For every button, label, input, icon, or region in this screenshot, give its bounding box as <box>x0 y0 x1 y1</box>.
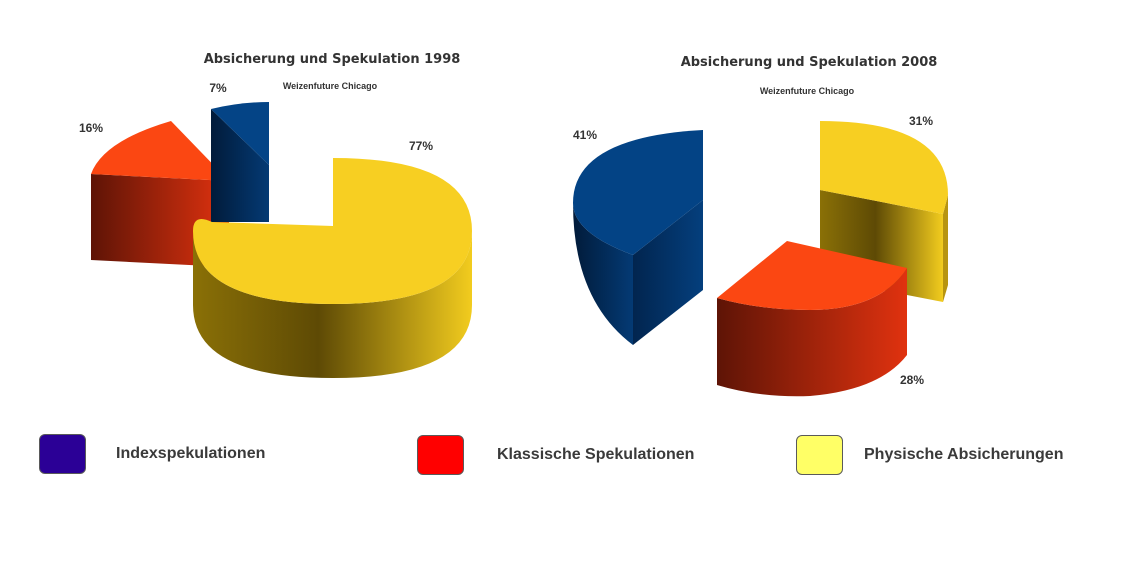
slice-1998-index-front <box>211 109 269 222</box>
chart-2008: Absicherung und Spekulation 2008 Weizenf… <box>573 55 948 397</box>
slice-2008-index-side <box>573 203 633 345</box>
label-2008-klassische: 28% <box>900 373 924 387</box>
chart-2008-subtitle: Weizenfuture Chicago <box>760 86 855 96</box>
slice-2008-physische-side <box>943 195 948 302</box>
slice-1998-index-top <box>211 102 269 165</box>
slice-2008-klassische <box>717 241 907 397</box>
slice-1998-index <box>211 102 269 222</box>
label-1998-physische: 77% <box>409 139 433 153</box>
slice-2008-index-top <box>573 130 703 255</box>
label-1998-klassische: 16% <box>79 121 103 135</box>
chart-1998-subtitle: Weizenfuture Chicago <box>283 81 378 91</box>
label-1998-index: 7% <box>209 81 227 95</box>
slice-1998-physische-side <box>193 231 472 378</box>
legend: Indexspekulationen Klassische Spekulatio… <box>0 432 1123 492</box>
label-2008-physische: 31% <box>909 114 933 128</box>
pie-charts: Absicherung und Spekulation 1998 Weizenf… <box>79 52 948 397</box>
slice-2008-klassische-side <box>717 268 907 397</box>
slice-1998-klassische-top <box>91 121 229 181</box>
legend-label-physical: Physische Absicherungen <box>864 446 1064 463</box>
legend-swatch-classic <box>417 435 464 475</box>
slice-2008-index-wall <box>633 200 703 345</box>
legend-item-classic: Klassische Spekulationen <box>417 435 694 475</box>
label-2008-index: 41% <box>573 128 597 142</box>
chart-1998-title: Absicherung und Spekulation 1998 <box>204 52 461 67</box>
slice-1998-physische-top <box>193 158 472 304</box>
chart-2008-title: Absicherung und Spekulation 2008 <box>681 55 938 70</box>
legend-label-classic: Klassische Spekulationen <box>497 446 695 463</box>
legend-swatch-physical <box>796 435 843 475</box>
slice-2008-klassische-top <box>717 241 907 310</box>
slice-2008-physische-top <box>820 121 948 214</box>
slice-2008-index <box>573 130 703 345</box>
legend-label-index: Indexspekulationen <box>116 445 266 462</box>
legend-swatch-index <box>39 434 86 474</box>
legend-item-physical: Physische Absicherungen <box>796 435 1063 475</box>
legend-item-index: Indexspekulationen <box>39 434 265 474</box>
slice-1998-physische <box>193 158 472 378</box>
chart-1998: Absicherung und Spekulation 1998 Weizenf… <box>79 52 472 378</box>
